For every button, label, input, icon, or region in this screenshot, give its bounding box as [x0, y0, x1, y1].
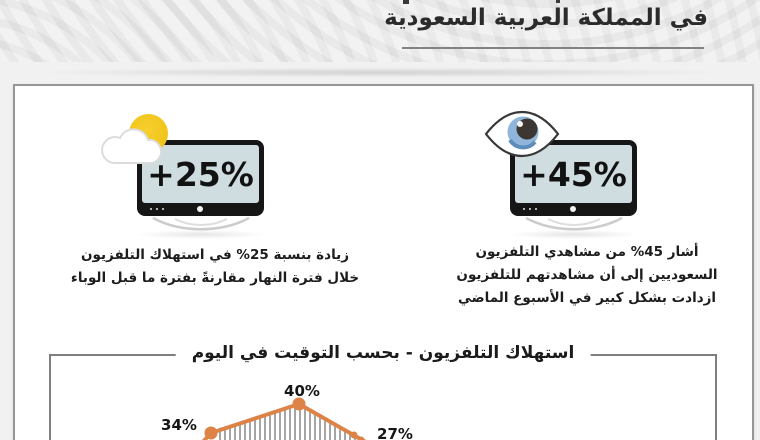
- stat-value-daytime: +25%: [147, 154, 254, 194]
- description-line: أشار 45% من مشاهدي التلفزيون: [475, 244, 699, 260]
- tv-stand: [152, 216, 250, 231]
- tv-reflection: [508, 230, 639, 239]
- description-line: خلال فترة النهار مقارنةً بفترة ما قبل ال…: [70, 270, 360, 286]
- wavy-pattern-banner: في المملكة العربية السعودية: [0, 0, 760, 62]
- chart-label-27: 27%: [377, 425, 413, 440]
- tv-button-dot: [162, 208, 164, 210]
- stat-description-viewers: أشار 45% من مشاهدي التلفزيون السعوديين إ…: [434, 241, 740, 310]
- content-card: +25% زيادة بنسبة 25% في استهلاك التلفزيو…: [13, 84, 754, 440]
- description-line: زيادة بنسبة 25% في استهلاك التلفزيون: [81, 247, 349, 263]
- tv-button-dot: [535, 208, 537, 210]
- stat-value-viewers: +45%: [520, 154, 627, 194]
- chart-title: استهلاك التلفزيون - بحسب التوقيت في اليو…: [175, 343, 591, 363]
- page-title: في المملكة العربية السعودية: [384, 5, 708, 31]
- chart-label-34: 34%: [161, 416, 197, 434]
- cloud-icon: [101, 128, 163, 165]
- tv-screen: +45%: [515, 145, 632, 203]
- tv-stand: [525, 216, 623, 231]
- chart-area-hatch: [219, 404, 363, 440]
- tv-button-dot: [156, 208, 158, 210]
- chart-label-40: 40%: [284, 382, 320, 400]
- chart-section: استهلاك التلفزيون - بحسب التوقيت في اليو…: [49, 343, 717, 440]
- cropped-text-fragment: [403, 0, 409, 4]
- tv-button-dot: [523, 208, 525, 210]
- tv-power-light: [197, 206, 203, 212]
- chart-point-40: [292, 397, 306, 411]
- eye-icon: [484, 110, 560, 158]
- description-line: السعوديين إلى أن مشاهدتهم للتلفزيون: [456, 267, 718, 283]
- chart-point-small: [350, 431, 358, 439]
- description-line: ازدادت بشكل كبير في الأسبوع الماضي: [457, 290, 717, 306]
- tv-reflection: [135, 230, 266, 239]
- title-divider: [402, 47, 704, 49]
- tv-button-dot: [529, 208, 531, 210]
- cropped-text-fragment: [556, 0, 560, 3]
- tv-button-dot: [150, 208, 152, 210]
- chart-point-34: [204, 426, 218, 440]
- stat-description-daytime: زيادة بنسبة 25% في استهلاك التلفزيون خلا…: [57, 244, 373, 290]
- banner-shadow: [24, 68, 736, 77]
- tv-icon-viewers: +45%: [508, 140, 639, 239]
- tv-consumption-line-chart: 34% 40% 27%: [161, 382, 413, 440]
- chart-point-small: [357, 436, 365, 440]
- tv-power-light: [570, 206, 576, 212]
